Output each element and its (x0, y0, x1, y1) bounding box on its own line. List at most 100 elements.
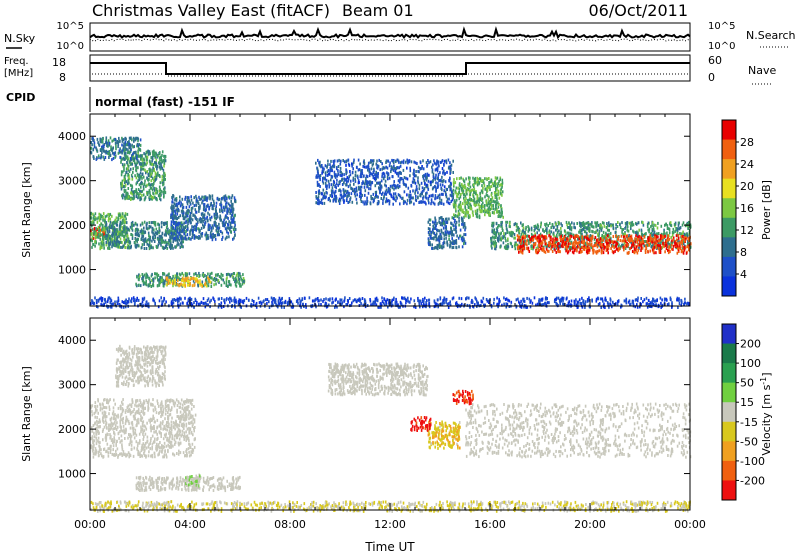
data-cell (385, 161, 387, 164)
data-cell (103, 246, 105, 250)
data-cell (515, 229, 518, 233)
data-cell (120, 158, 123, 162)
data-cell (657, 239, 660, 243)
data-cell (171, 243, 173, 247)
data-cell (123, 142, 125, 146)
data-cell (557, 220, 560, 224)
data-cell (473, 187, 476, 191)
data-cell (217, 198, 220, 202)
data-cell (502, 241, 505, 245)
data-cell (527, 234, 529, 238)
data-cell (409, 190, 411, 194)
data-cell (147, 231, 150, 235)
data-cell (382, 171, 385, 175)
data-cell (604, 233, 607, 237)
data-cell (455, 239, 458, 242)
data-cell (688, 239, 690, 243)
data-cell (189, 211, 192, 215)
data-cell (135, 182, 138, 186)
data-cell (386, 199, 388, 203)
freq-tick-bottom: 8 (59, 71, 66, 84)
data-cell (580, 250, 582, 254)
data-cell (186, 274, 188, 278)
data-cell (619, 223, 621, 227)
data-cell (227, 216, 229, 220)
data-cell (124, 140, 127, 144)
data-cell (603, 236, 605, 240)
data-cell (207, 225, 210, 229)
data-cell (500, 221, 502, 225)
data-cell (125, 180, 128, 184)
data-cell (334, 199, 337, 203)
data-cell (570, 226, 573, 230)
data-cell (368, 181, 370, 185)
data-cell (431, 187, 434, 191)
data-cell (220, 230, 222, 233)
data-cell (188, 205, 191, 209)
data-cell (124, 195, 126, 199)
data-cell (109, 212, 112, 216)
data-cell (232, 216, 235, 220)
data-cell (424, 181, 426, 185)
data-cell (199, 204, 201, 208)
data-cell (408, 160, 411, 164)
data-cell (438, 179, 440, 182)
data-cell (109, 240, 112, 244)
data-cell (535, 246, 538, 250)
data-cell (382, 191, 384, 195)
data-cell (129, 156, 132, 160)
data-cell (212, 278, 215, 282)
data-cell (432, 172, 435, 176)
data-cell (634, 244, 636, 248)
power-scatter-cells (90, 136, 692, 309)
data-cell (432, 163, 434, 167)
data-cell (198, 209, 200, 213)
data-cell (157, 243, 160, 247)
data-cell (501, 178, 504, 182)
data-cell (137, 188, 140, 191)
data-cell (240, 277, 243, 281)
data-cell (137, 146, 140, 150)
data-cell (617, 221, 619, 224)
data-cell (631, 243, 633, 247)
data-cell (457, 236, 460, 240)
data-cell (110, 145, 112, 149)
data-cell (494, 194, 497, 198)
data-cell (446, 197, 449, 201)
data-cell (490, 236, 492, 240)
data-cell (324, 196, 326, 200)
data-cell (222, 278, 225, 282)
data-cell (152, 231, 154, 235)
data-cell (160, 279, 163, 283)
data-cell (670, 235, 672, 239)
data-cell (626, 244, 628, 248)
data-cell (518, 250, 520, 254)
data-cell (552, 226, 555, 230)
data-cell (227, 222, 229, 226)
data-cell (581, 221, 584, 225)
data-cell (443, 221, 445, 225)
data-cell (560, 222, 562, 226)
data-cell (407, 186, 410, 190)
data-cell (160, 189, 163, 193)
data-cell (361, 169, 363, 172)
data-cell (332, 198, 335, 202)
data-cell (212, 207, 214, 211)
data-cell (138, 195, 140, 199)
data-cell (616, 242, 619, 246)
data-cell (451, 194, 453, 198)
data-cell (153, 196, 155, 200)
data-cell (338, 158, 340, 162)
data-cell (124, 148, 126, 152)
data-cell (136, 227, 138, 231)
data-cell (96, 217, 98, 221)
data-cell (194, 208, 197, 212)
data-cell (381, 192, 383, 196)
data-cell (427, 198, 430, 202)
data-cell (131, 175, 134, 179)
data-cell (144, 179, 146, 183)
data-cell (420, 200, 423, 204)
data-cell (148, 159, 151, 163)
data-cell (522, 229, 524, 233)
data-cell (192, 228, 194, 232)
